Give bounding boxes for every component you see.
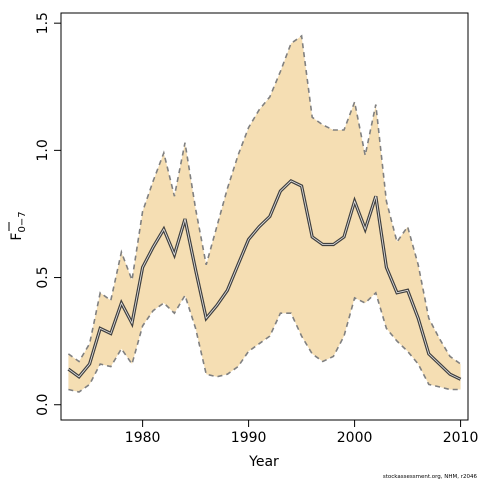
x-axis-title: Year — [248, 454, 279, 470]
y-axis-title-main: F — [9, 233, 25, 241]
svg-text:F0−7: F0−7 — [9, 211, 28, 240]
upper-bound-line — [67, 34, 462, 365]
y-tick-label: 0.5 — [35, 266, 51, 288]
confidence-band — [68, 35, 461, 393]
y-tick-label: 0.0 — [35, 394, 51, 416]
x-tick-label: 2010 — [443, 430, 479, 446]
y-tick-label: 1.5 — [35, 12, 51, 34]
axes: 1980 1990 2000 2010 0.0 0.5 1.0 1.5 — [35, 12, 478, 446]
y-axis-title-subscript: 0−7 — [17, 211, 28, 232]
lower-bound-line — [68, 291, 461, 393]
estimate-line-core — [68, 180, 461, 380]
x-tick-label: 1980 — [125, 430, 161, 446]
plot-area — [67, 34, 462, 393]
credit-text: stockassessment.org, NHM, r2046 — [383, 474, 478, 480]
y-axis-title: F0−7 — [8, 211, 28, 241]
x-tick-label: 1990 — [231, 430, 267, 446]
y-tick-label: 1.0 — [35, 139, 51, 161]
x-tick-label: 2000 — [337, 430, 373, 446]
